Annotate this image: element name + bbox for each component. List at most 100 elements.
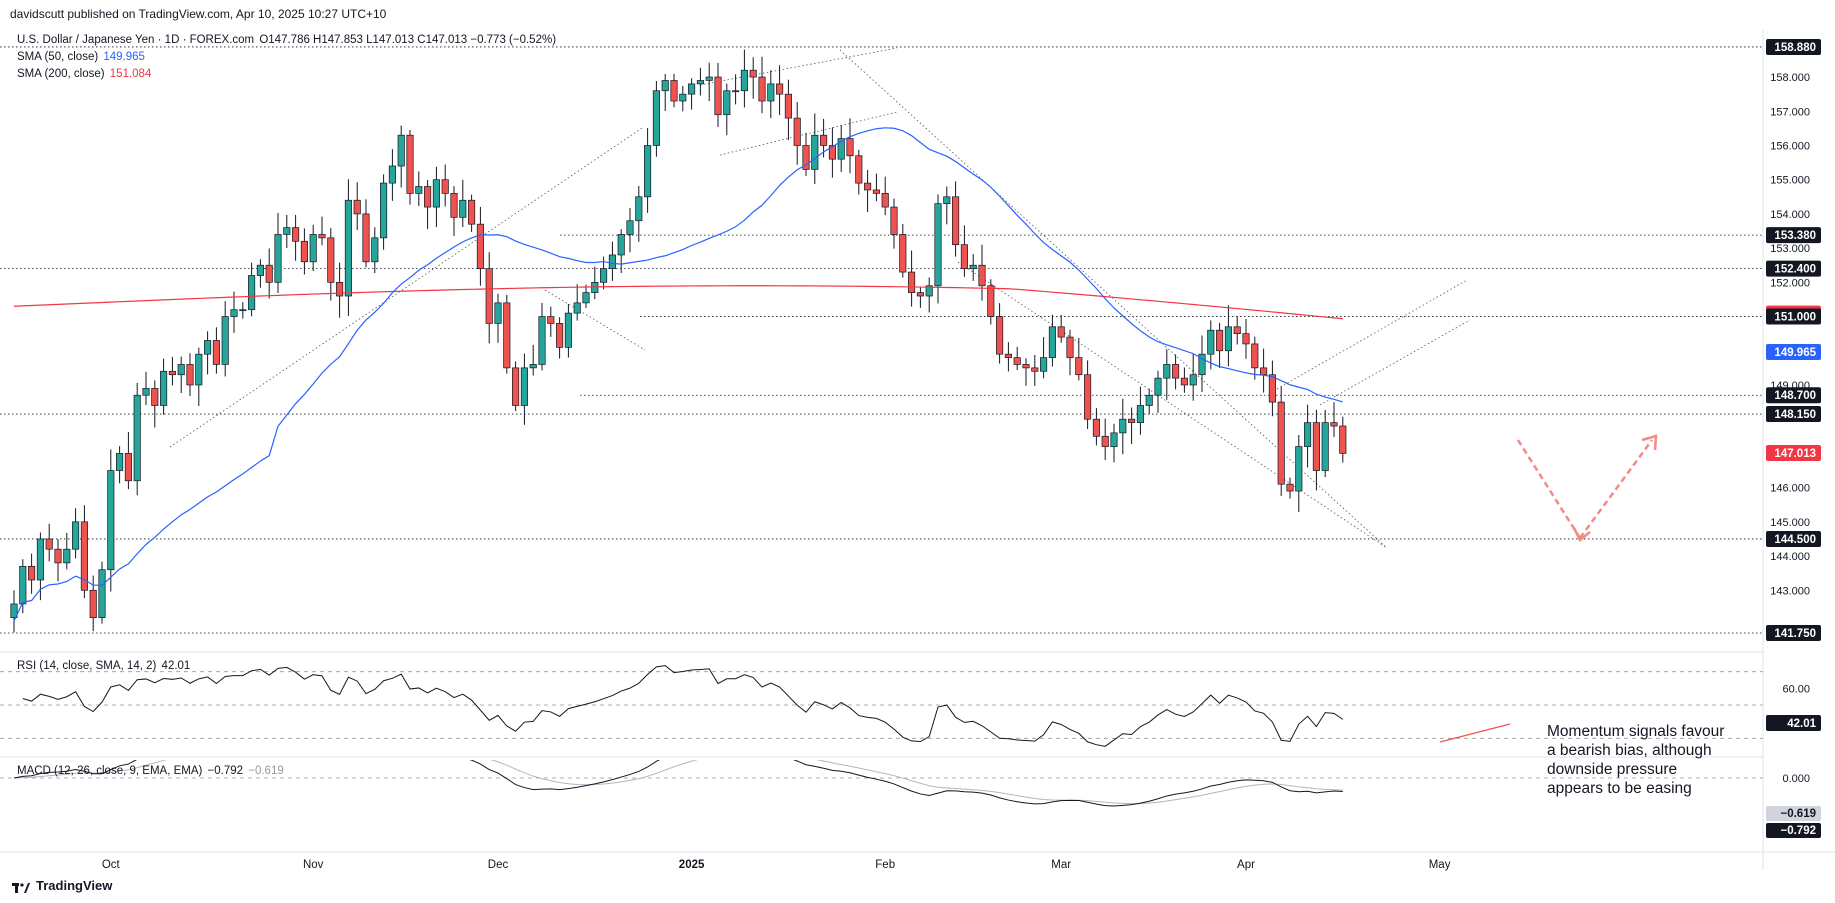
- candle: [820, 118, 828, 158]
- tradingview-brand[interactable]: TradingView: [12, 878, 112, 893]
- candle: [1277, 386, 1285, 496]
- price-label-text: 153.380: [1774, 230, 1816, 242]
- candle: [1136, 386, 1144, 435]
- candle: [899, 223, 907, 278]
- candle: [283, 214, 291, 249]
- price-label-badge: 141.750: [1766, 625, 1821, 642]
- candle: [987, 279, 995, 325]
- rsi-value: 42.01: [161, 660, 191, 672]
- candle: [670, 73, 678, 108]
- candle: [204, 331, 212, 375]
- rsi-line: [22, 665, 1344, 747]
- macd-value: −0.792: [207, 765, 244, 777]
- candle: [512, 361, 520, 411]
- candle: [221, 301, 229, 377]
- trend-line: [544, 289, 646, 351]
- price-label-badge: 148.700: [1766, 387, 1821, 404]
- candle: [28, 553, 36, 594]
- candle: [943, 186, 951, 225]
- candle: [881, 176, 889, 216]
- candle: [353, 182, 361, 230]
- price-tick-label: 146.000: [1770, 483, 1810, 495]
- candle: [265, 248, 273, 299]
- candle: [855, 149, 863, 195]
- candle: [969, 254, 977, 281]
- candle: [1189, 353, 1197, 401]
- rsi-legend: RSI (14, close, SMA, 14, 2) 42.01: [17, 660, 190, 672]
- candle: [925, 277, 933, 313]
- candle: [133, 382, 141, 496]
- candle: [476, 206, 484, 286]
- candle: [1163, 349, 1171, 400]
- candle: [450, 186, 458, 237]
- candle: [696, 67, 704, 96]
- candle: [415, 171, 423, 207]
- projection-down: [1516, 439, 1582, 539]
- rsi-label: RSI (14, close, SMA, 14, 2): [17, 660, 157, 672]
- candle: [10, 590, 18, 633]
- candle: [274, 212, 282, 294]
- candle: [1233, 315, 1241, 345]
- candle: [371, 227, 379, 274]
- candle: [846, 118, 854, 174]
- candle: [124, 431, 132, 490]
- candle: [749, 57, 757, 99]
- price-label-text: 158.880: [1774, 42, 1816, 54]
- candle: [547, 306, 555, 337]
- candle: [362, 199, 370, 268]
- rsi-divergence-line: [1439, 723, 1511, 743]
- candle: [1119, 398, 1127, 455]
- candle: [1040, 337, 1048, 379]
- projection-up: [1578, 439, 1654, 539]
- time-tick-label: May: [1429, 859, 1451, 871]
- arrow-head-icon: [1572, 527, 1591, 542]
- rsi-value-badge: 42.01: [1766, 715, 1821, 731]
- time-tick-label: Nov: [303, 859, 324, 871]
- candle: [1084, 360, 1092, 430]
- time-tick-label: Oct: [102, 859, 121, 871]
- candle: [168, 356, 176, 386]
- sma50-legend: SMA (50, close) 149.965: [17, 51, 145, 63]
- candle: [336, 262, 344, 318]
- price-tick-label: 157.000: [1770, 106, 1810, 118]
- macd-line: [13, 760, 1343, 807]
- symbol-legend: U.S. Dollar / Japanese Yen · 1D · FOREX.…: [17, 34, 556, 46]
- price-label-badge: 153.380: [1766, 227, 1821, 244]
- candle: [1224, 305, 1232, 367]
- candle: [160, 358, 168, 415]
- candle: [468, 194, 476, 232]
- candle: [1048, 314, 1056, 367]
- candle: [432, 166, 440, 228]
- candle: [1242, 319, 1250, 359]
- candle: [1031, 354, 1039, 386]
- price-label-badge: 151.000: [1766, 308, 1821, 325]
- candle: [63, 532, 71, 570]
- candle: [80, 505, 88, 599]
- candle: [1101, 418, 1109, 461]
- candle: [1022, 358, 1030, 386]
- time-tick-label: Feb: [875, 859, 895, 871]
- candle: [872, 173, 880, 202]
- trend-line: [169, 127, 643, 448]
- price-label-text: 148.150: [1774, 409, 1816, 421]
- candle: [828, 127, 836, 178]
- candle: [908, 250, 916, 307]
- price-tick-label: 145.000: [1770, 517, 1810, 529]
- candle: [591, 266, 599, 300]
- symbol-name: U.S. Dollar / Japanese Yen · 1D · FOREX.…: [17, 34, 255, 46]
- candle: [556, 317, 564, 359]
- candle: [1207, 320, 1215, 370]
- candle: [186, 353, 194, 397]
- candle: [1216, 322, 1224, 369]
- candle: [582, 284, 590, 309]
- candle: [397, 125, 405, 188]
- candle: [45, 523, 53, 562]
- trend-line: [699, 47, 898, 86]
- candle: [538, 302, 546, 371]
- macd-lines: [13, 760, 1343, 807]
- candle: [661, 74, 669, 111]
- candle: [380, 174, 388, 250]
- candle: [1110, 423, 1118, 463]
- price-label-text: 144.500: [1774, 534, 1816, 546]
